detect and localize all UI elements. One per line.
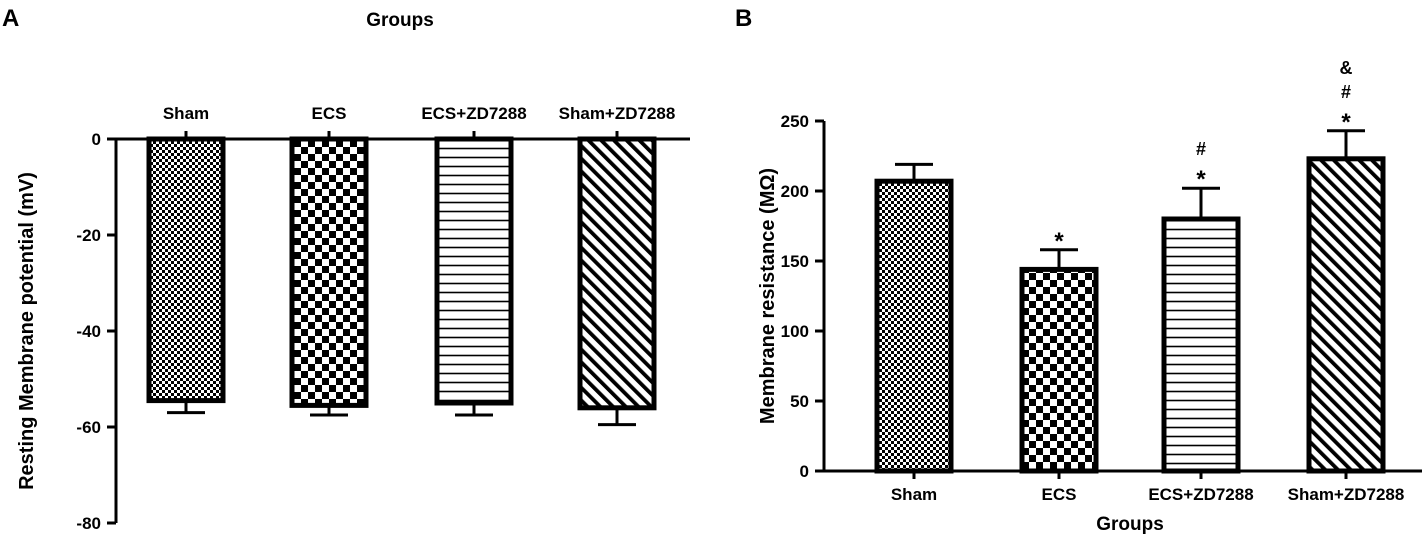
- panel-b-significance-mark: &: [1340, 58, 1353, 78]
- panel-b-significance-mark: #: [1341, 82, 1351, 102]
- panel-a-category-label: Sham: [163, 104, 209, 123]
- panel-b-y-tick-label: 50: [790, 392, 809, 411]
- panel-b-y-tick-label: 200: [781, 182, 809, 201]
- panel-b-xlabel: Groups: [1096, 514, 1164, 535]
- panel-a-y-tick-label: -60: [76, 418, 101, 437]
- panel-a-xlabel: Groups: [366, 10, 434, 31]
- panel-a-plot: 0 -20 -40 -60 -80 Sham ECS ECS+ZD7288 Sham+ZD728…: [76, 104, 690, 533]
- panel-b-significance-mark: *: [1196, 166, 1206, 193]
- panel-a-y-tick-label: -40: [76, 322, 101, 341]
- panel-b-category-label: ECS: [1042, 485, 1077, 504]
- panel-b-category-label: Sham+ZD7288: [1288, 485, 1405, 504]
- panel-b-plot: 0 50 100 150 200 250 Sham ECS * ECS+ZD7288 # * Sham+…: [781, 58, 1422, 504]
- panel-b-ylabel: Membrane resistance (MΩ): [757, 168, 779, 424]
- panel-a-y-tick-label: 0: [92, 130, 101, 149]
- panel-b-significance-mark: *: [1341, 109, 1351, 136]
- panel-b-significance-mark: *: [1054, 228, 1064, 255]
- panel-b-y-tick-label: 150: [781, 252, 809, 271]
- panel-a-bar: [434, 136, 514, 406]
- panel-a-category-label: ECS+ZD7288: [421, 104, 526, 123]
- panel-a-bar: [146, 136, 226, 404]
- panel-a-y-tick-label: -20: [76, 226, 101, 245]
- panel-b-category-label: ECS+ZD7288: [1148, 485, 1253, 504]
- panel-a-category-label: Sham+ZD7288: [559, 104, 676, 123]
- panel-a-bar: [577, 136, 657, 411]
- panel-a-bar: [289, 136, 369, 408]
- panel-b: B Groups Membrane resistance (MΩ) 0 50 100…: [735, 5, 1422, 535]
- panel-a-y-tick-label: -80: [76, 514, 101, 533]
- panel-b-category-label: Sham: [891, 485, 937, 504]
- panel-b-bar: [1019, 266, 1099, 474]
- panel-b-letter: B: [735, 5, 752, 32]
- panel-b-bar: [1306, 156, 1386, 474]
- panel-a: A Groups Resting Membrane potential (mV)…: [2, 5, 690, 533]
- panel-b-y-tick-label: 0: [800, 462, 809, 481]
- panel-b-y-tick-label: 100: [781, 322, 809, 341]
- panel-b-bar: [1161, 216, 1241, 474]
- panel-b-y-tick-label: 250: [781, 112, 809, 131]
- panel-b-significance-mark: #: [1196, 139, 1206, 159]
- panel-a-category-label: ECS: [312, 104, 347, 123]
- panel-a-ylabel: Resting Membrane potential (mV): [16, 172, 38, 490]
- panel-a-letter: A: [2, 5, 19, 32]
- panel-b-bar: [874, 178, 954, 474]
